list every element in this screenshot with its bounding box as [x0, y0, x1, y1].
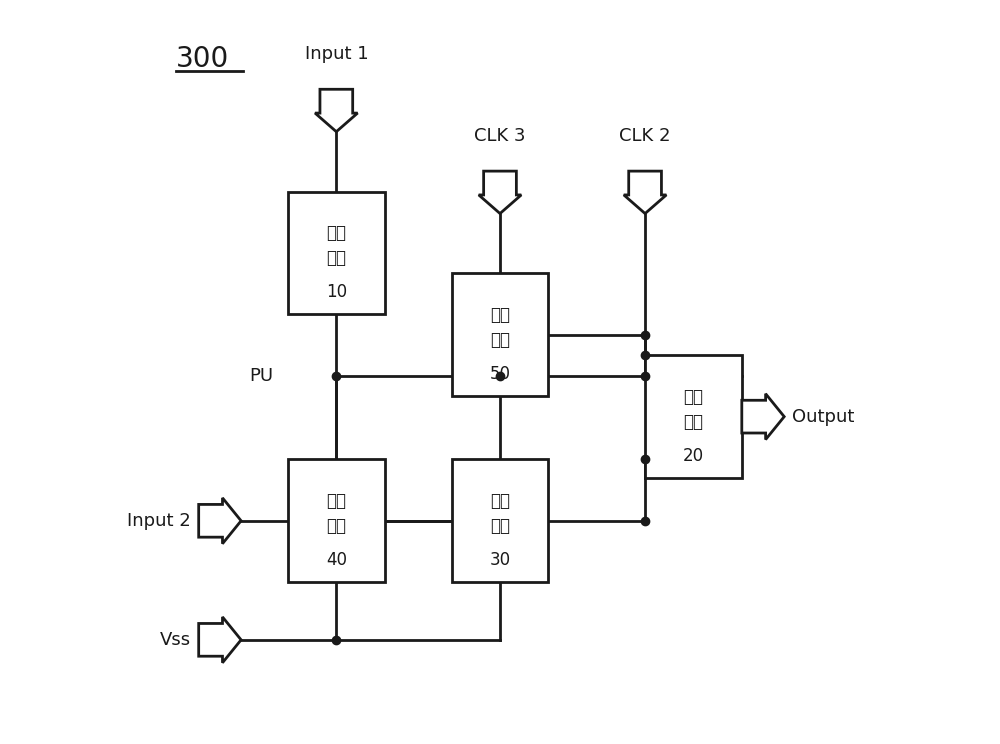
Text: 50: 50 [489, 365, 510, 383]
Text: 40: 40 [326, 551, 347, 569]
Text: 模块: 模块 [490, 331, 510, 349]
Text: CLK 2: CLK 2 [619, 127, 671, 145]
Text: Input 2: Input 2 [127, 512, 191, 530]
Text: 上拉: 上拉 [683, 388, 703, 406]
Polygon shape [479, 171, 521, 214]
Bar [452, 460, 548, 582]
Text: 模块: 模块 [326, 517, 346, 535]
Polygon shape [199, 617, 241, 663]
Text: 10: 10 [326, 283, 347, 301]
Text: 隔离: 隔离 [490, 307, 510, 324]
Bar [452, 273, 548, 396]
Polygon shape [315, 89, 358, 132]
Text: Input 1: Input 1 [305, 45, 368, 63]
Polygon shape [742, 394, 784, 440]
Text: 模块: 模块 [490, 517, 510, 535]
Text: 复位: 复位 [326, 493, 346, 510]
Bar [288, 460, 385, 582]
Text: 模块: 模块 [326, 249, 346, 267]
Text: CLK 3: CLK 3 [474, 127, 526, 145]
Bar [288, 191, 385, 314]
Text: 30: 30 [489, 551, 511, 569]
Text: PU: PU [249, 367, 273, 385]
Text: Output: Output [792, 408, 854, 426]
Polygon shape [624, 171, 666, 214]
Text: 20: 20 [683, 447, 704, 465]
Bar [645, 356, 742, 478]
Text: 300: 300 [176, 45, 230, 73]
Text: Vss: Vss [160, 631, 191, 649]
Text: 下拉: 下拉 [490, 493, 510, 510]
Polygon shape [199, 498, 241, 544]
Text: 输入: 输入 [326, 225, 346, 243]
Text: 模块: 模块 [683, 413, 703, 431]
